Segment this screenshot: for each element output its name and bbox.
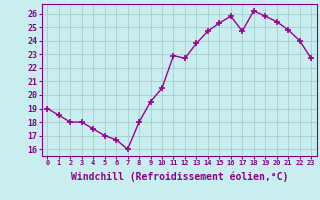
X-axis label: Windchill (Refroidissement éolien,°C): Windchill (Refroidissement éolien,°C) — [70, 172, 288, 182]
